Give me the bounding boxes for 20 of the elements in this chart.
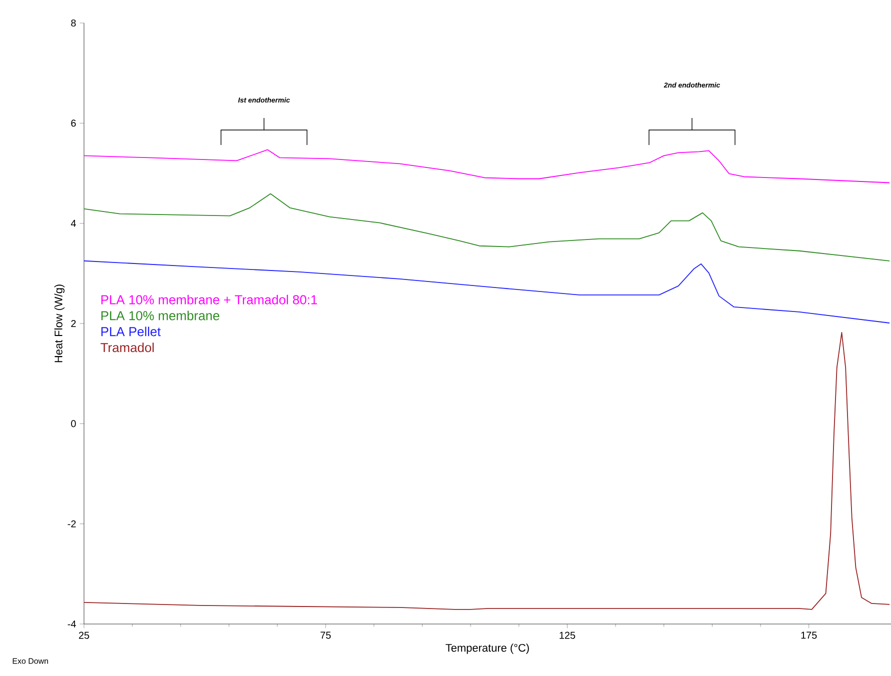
x-tick-label: 125 bbox=[560, 632, 576, 639]
text: PLA 10% membrane + Tramadol 80:1 bbox=[101, 294, 317, 304]
x-axis-title: Temperature (°C) bbox=[446, 644, 529, 654]
x-tick-label: 25 bbox=[78, 632, 90, 639]
y-tick-label: 6 bbox=[71, 120, 76, 127]
y-tick-label: -4 bbox=[68, 620, 76, 628]
line-series bbox=[84, 149, 890, 184]
text: PLA 10% membrane bbox=[101, 310, 220, 320]
y-tick-label: 8 bbox=[71, 19, 76, 27]
text: PLA Pellet bbox=[101, 326, 161, 336]
y-tick-label: -2 bbox=[68, 520, 76, 528]
y-tick-label: 2 bbox=[71, 320, 76, 327]
text: Tramadol bbox=[100, 342, 154, 352]
line-series bbox=[84, 193, 890, 262]
y-axis-title: Heat Flow (W/g) bbox=[54, 284, 65, 362]
x-tick-label: 175 bbox=[801, 632, 817, 639]
line-series bbox=[84, 260, 890, 324]
x-tick-label: 75 bbox=[320, 632, 331, 639]
y-tick-label: 4 bbox=[70, 220, 76, 227]
y-tick-label: 0 bbox=[71, 420, 76, 428]
